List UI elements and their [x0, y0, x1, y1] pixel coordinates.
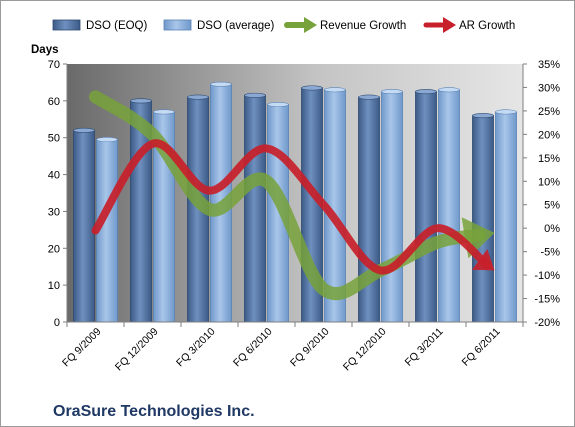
y2-tick-label: 30% [538, 82, 560, 94]
x-tick-label: FQ 6/2011 [460, 326, 503, 369]
y2-tick-label: 10% [538, 176, 560, 188]
bar-cap [187, 94, 209, 100]
y2-tick-label: 15% [538, 153, 560, 165]
legend-label: DSO (average) [197, 20, 275, 32]
line-series [91, 139, 491, 275]
bar [472, 115, 494, 323]
y2-tick-label: 0% [544, 223, 560, 235]
bar [244, 94, 266, 323]
legend-label: Revenue Growth [320, 20, 406, 32]
line-marks [89, 90, 495, 301]
legend-arrow [443, 17, 456, 33]
bar-cap [96, 137, 118, 143]
y2-tick-label: 25% [538, 106, 560, 118]
x-tick-label: FQ 6/2010 [231, 326, 275, 370]
bar-cap [301, 85, 323, 91]
y2-tick-label: 20% [538, 129, 560, 141]
y2-tick-label: -15% [534, 294, 560, 306]
bar-cap [267, 102, 289, 108]
y-tick-label: 0 [54, 317, 60, 329]
legend-swatch [163, 19, 192, 31]
y-tick-label: 10 [48, 280, 60, 292]
bar-cap [381, 89, 403, 95]
y-tick-label: 40 [48, 170, 60, 182]
bar [415, 91, 437, 323]
bar-cap [73, 127, 95, 133]
bar-cap [415, 89, 437, 95]
bar [495, 111, 517, 323]
x-tick-label: FQ 9/2009 [60, 326, 104, 370]
legend-swatch [52, 19, 81, 31]
bar-cap [438, 87, 460, 93]
y-axis-title: Days [31, 44, 59, 56]
bar-cap [244, 92, 266, 98]
bar-cap [472, 113, 494, 119]
legend-label: DSO (EOQ) [86, 20, 148, 32]
x-tick-label: FQ 9/2010 [288, 326, 332, 370]
legend: DSO (EOQ) DSO (average) Revenue Growth AR G… [52, 17, 515, 33]
y-tick-label: 50 [48, 133, 60, 145]
y-tick-label: 20 [48, 243, 60, 255]
bar [73, 129, 95, 323]
bar-cap [324, 87, 346, 93]
bar [381, 91, 403, 323]
y-tick-label: 30 [48, 206, 60, 218]
y2-tick-label: -20% [534, 317, 560, 329]
bar-cap [495, 109, 517, 115]
bar-cap [130, 98, 152, 104]
x-tick-label: FQ 12/2009 [113, 326, 161, 374]
bar-cap [210, 81, 232, 87]
company-name: OraSure Technologies Inc. [53, 403, 255, 420]
x-tick-label: FQ 3/2010 [174, 326, 218, 370]
x-tick-label: FQ 12/2010 [341, 326, 389, 374]
y2-tick-label: 35% [538, 59, 560, 71]
y-tick-label: 60 [48, 96, 60, 108]
arrow-head [472, 249, 495, 271]
y2-tick-label: 5% [544, 200, 560, 212]
bar-cap [358, 94, 380, 100]
bar-cap [153, 109, 175, 115]
y-tick-label: 70 [48, 59, 60, 71]
x-tick-label: FQ 3/2011 [403, 326, 446, 369]
legend-label: AR Growth [459, 20, 515, 32]
legend-arrow [304, 17, 317, 33]
bar [438, 89, 460, 323]
y2-tick-label: -5% [540, 247, 560, 259]
y2-tick-label: -10% [534, 270, 560, 282]
